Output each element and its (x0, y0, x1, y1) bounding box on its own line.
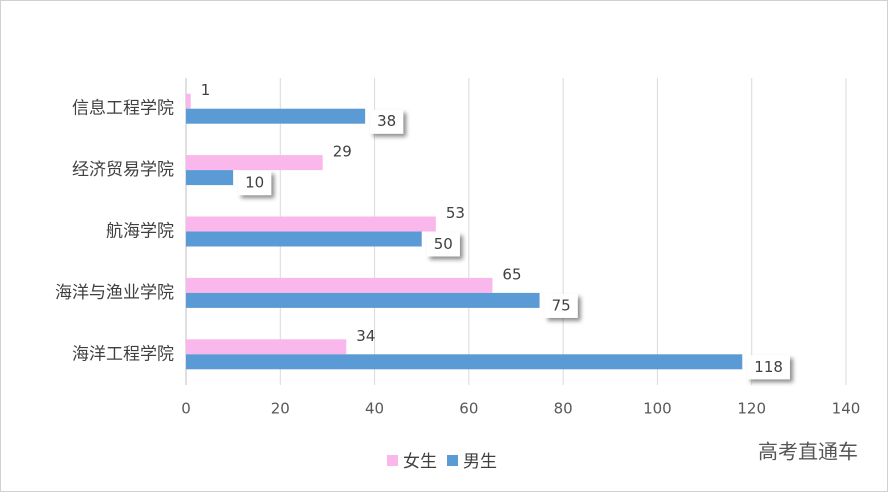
value-label: 34 (356, 327, 375, 345)
bar (186, 339, 347, 355)
value-label: 75 (552, 296, 571, 314)
x-tick-label: 140 (832, 400, 861, 418)
value-label: 118 (754, 358, 783, 376)
x-tick-label: 40 (365, 400, 384, 418)
legend-swatch (447, 455, 458, 466)
y-tick-label: 经济贸易学院 (72, 160, 174, 180)
legend-swatch (387, 455, 398, 466)
label-box (238, 171, 272, 196)
legend-label: 女生 (403, 452, 437, 472)
label-box (747, 355, 790, 380)
watermark: 高考直通车 (758, 440, 858, 464)
bar (186, 216, 436, 232)
bar (186, 170, 234, 186)
x-tick-label: 20 (271, 400, 290, 418)
value-label: 50 (434, 235, 453, 253)
label-box (426, 232, 460, 257)
value-label: 53 (446, 204, 465, 222)
y-tick-label: 信息工程学院 (72, 99, 174, 119)
y-tick-label: 航海学院 (106, 222, 174, 242)
label-box (370, 109, 404, 134)
value-label: 10 (245, 174, 264, 192)
value-label: 29 (333, 143, 352, 161)
legend-label: 男生 (463, 452, 497, 472)
label-box (544, 293, 578, 318)
x-tick-label: 60 (459, 400, 478, 418)
y-tick-label: 海洋工程学院 (72, 344, 174, 364)
bar (186, 155, 323, 171)
y-tick-label: 海洋与渔业学院 (55, 283, 174, 303)
bar (186, 93, 191, 109)
value-label: 38 (377, 112, 396, 130)
bar (186, 277, 493, 293)
x-tick-label: 80 (554, 400, 573, 418)
bar (186, 292, 540, 308)
bar (186, 231, 422, 247)
x-tick-label: 100 (643, 400, 672, 418)
x-tick-label: 0 (181, 400, 191, 418)
x-tick-label: 120 (737, 400, 766, 418)
bar (186, 354, 743, 370)
bar (186, 108, 366, 124)
value-label: 1 (201, 81, 211, 99)
value-label: 65 (502, 265, 521, 283)
